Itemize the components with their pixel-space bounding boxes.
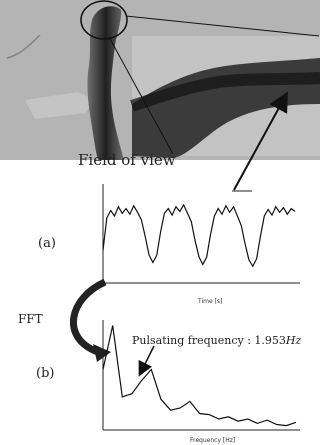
time-series-line [102,203,296,268]
inset-magnified-view [130,36,320,158]
panel-a: (a) Time [s] [38,184,300,305]
pulsating-frequency-text: Pulsating frequency : 1.953 [132,334,286,347]
panel-a-label: (a) [38,236,56,251]
panel-b-label: (b) [36,366,54,381]
field-of-view-label: Field of view [78,151,176,169]
field-of-view-circle [80,0,128,40]
x-axis-label-b: Frequency [Hz] [190,437,235,444]
panel-b: (b) Frequency [Hz] Pulsating frequency :… [36,320,301,444]
fft-label: FFT [18,312,43,326]
zoom-guide-line-top [125,15,320,37]
pulsating-frequency-unit: Hz [285,334,302,347]
pulsating-frequency-annotation: Pulsating frequency : 1.953Hz [132,334,301,347]
spectrum-line [102,325,297,427]
x-axis-label-a: Time [s] [197,298,222,305]
fft-arrow: FFT [18,278,111,362]
field-of-view-arrow [233,91,288,191]
zoom-guide-line-bottom [108,36,174,155]
pulsating-frequency-arrow [138,345,155,377]
